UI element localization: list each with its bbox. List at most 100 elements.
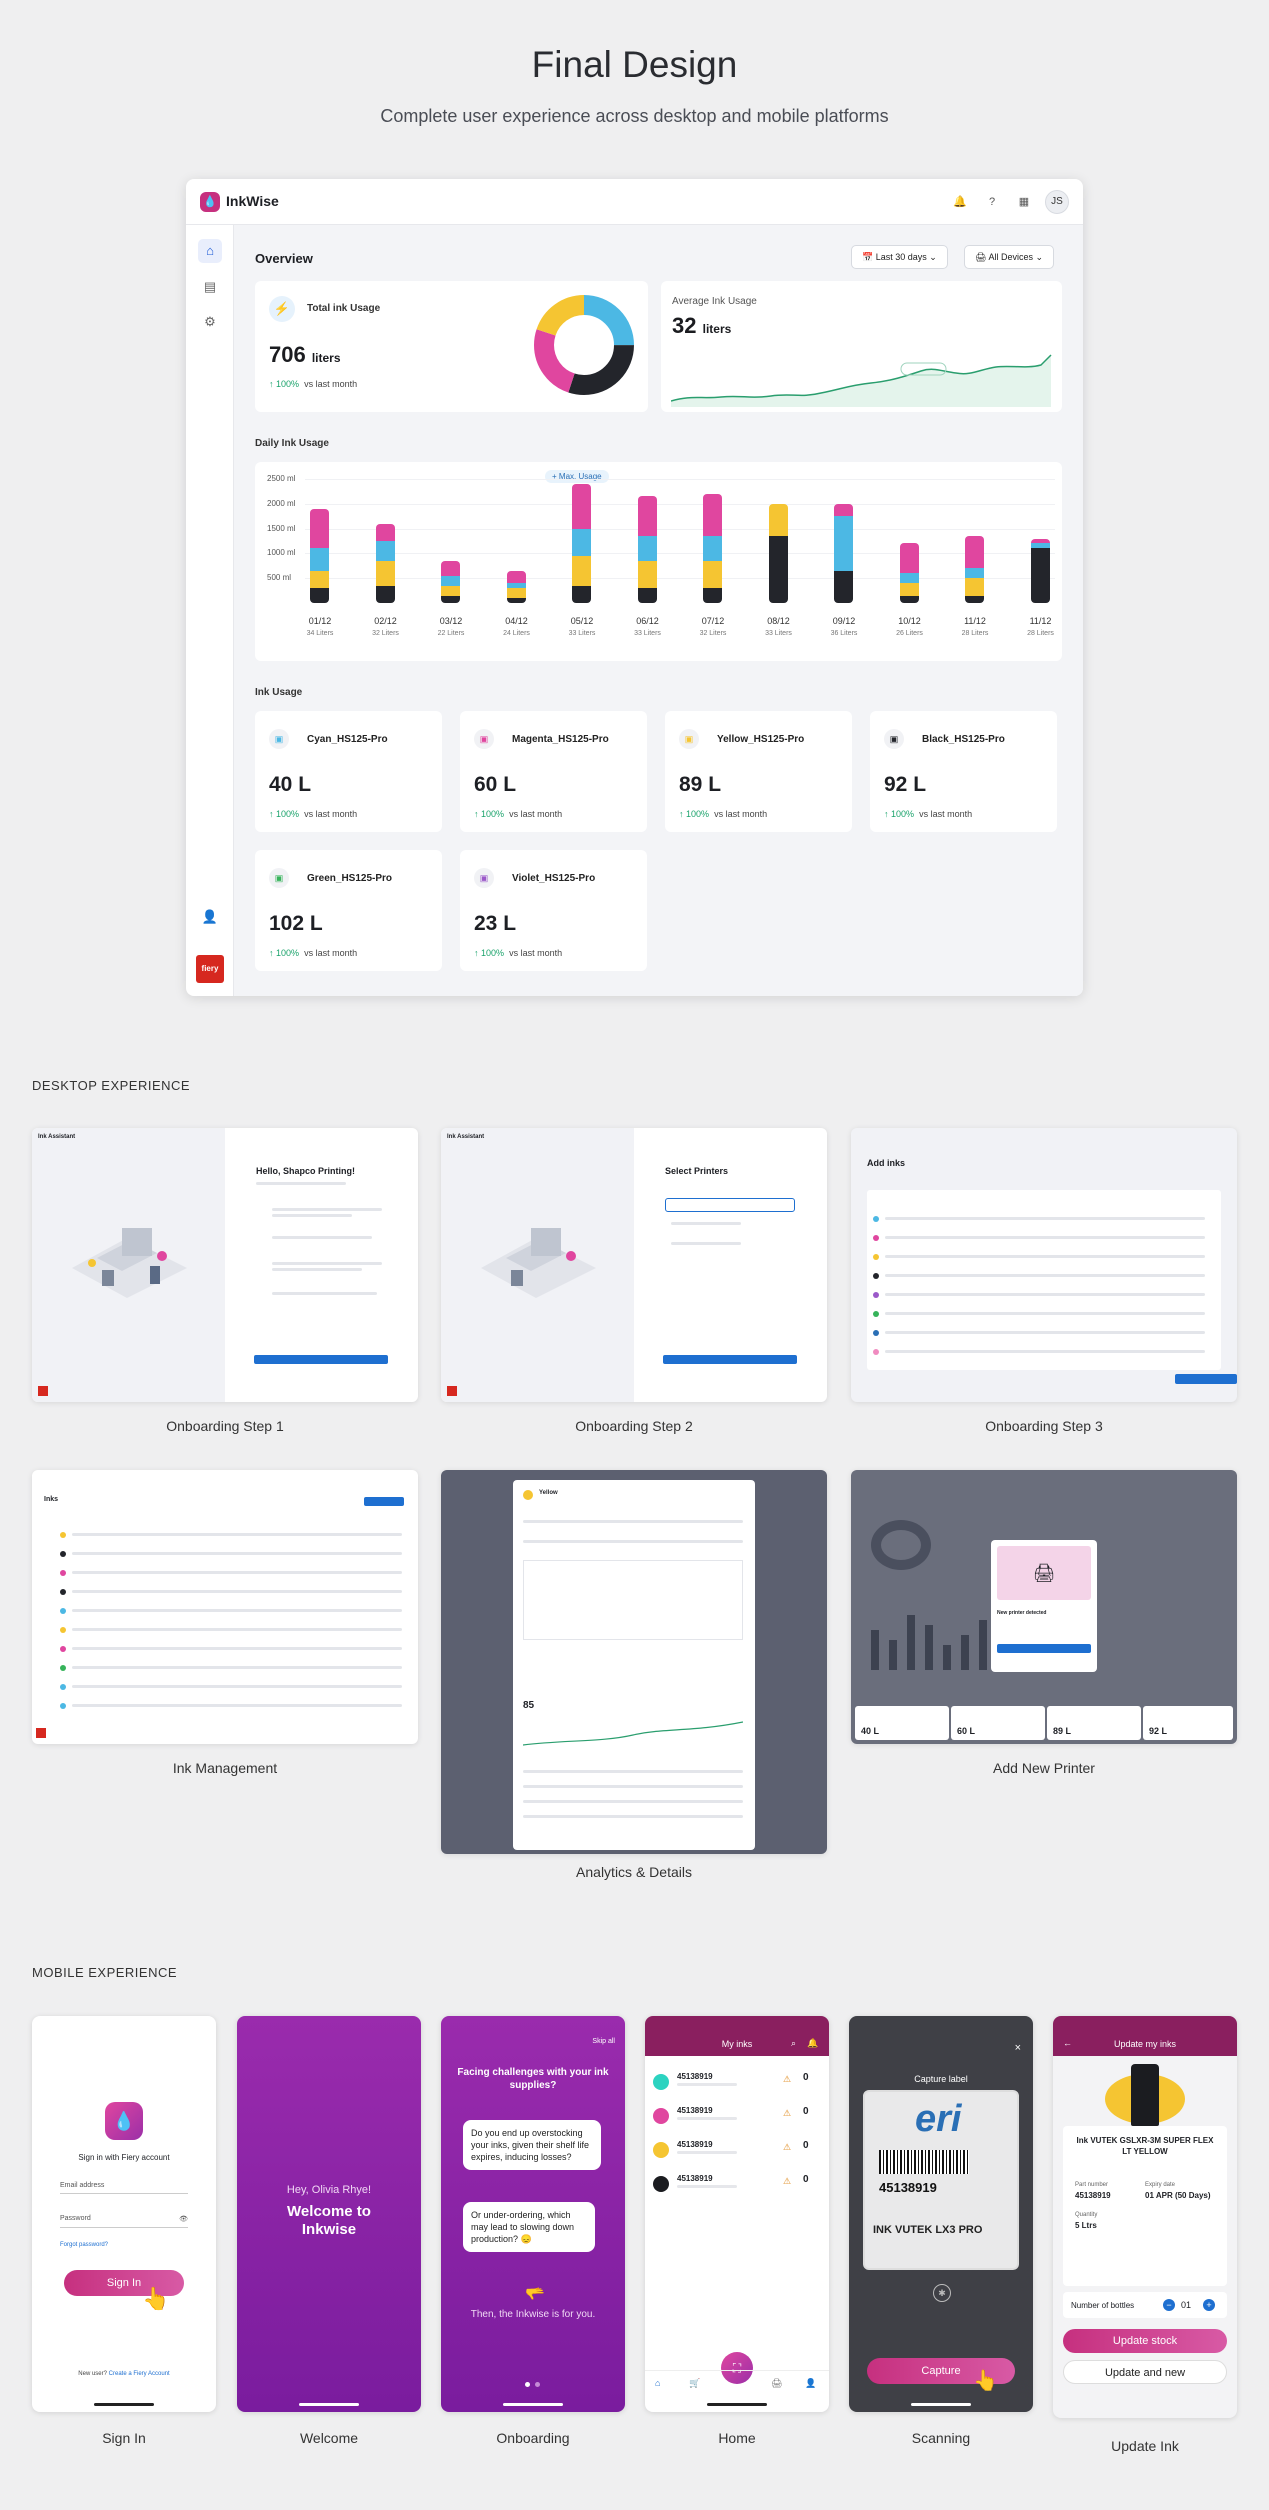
nav-cart-icon[interactable]: 🛒 [689,2378,701,2388]
bar-segment[interactable] [375,541,395,561]
page-dot[interactable] [535,2382,540,2387]
eye-icon[interactable]: 👁 [179,2216,188,2223]
ink-card[interactable]: ▣ Yellow_HS125-Pro 89 L ↑ 100% vs last mont… [665,711,852,832]
bar-segment[interactable] [572,528,591,556]
bar-segment[interactable] [441,595,460,603]
list-item[interactable]: 45138919 ⚠ 0 [653,2100,821,2132]
bar-segment[interactable] [310,508,329,549]
bar-segment[interactable] [899,573,919,584]
bar-segment[interactable] [441,585,460,596]
ink-row[interactable] [885,1255,1205,1258]
bar-segment[interactable] [637,496,657,537]
onboarding-step1-thumb[interactable]: Ink Assistant Hello, Shapco Printing! [32,1128,418,1402]
password-field[interactable]: Password 👁 [60,2215,188,2228]
ink-card[interactable]: ▣ Black_HS125-Pro 92 L ↑ 100% vs last month [870,711,1057,832]
bar-segment[interactable] [637,588,657,603]
skip-all-link[interactable]: Skip all [592,2038,615,2045]
decrement-button[interactable]: − [1163,2299,1175,2311]
bar-segment[interactable] [834,516,853,571]
bar-segment[interactable] [768,503,788,537]
bar-segment[interactable] [310,570,329,589]
bar-segment[interactable] [572,585,591,603]
table-row[interactable] [72,1552,402,1555]
back-arrow-icon[interactable]: ← [1063,2038,1072,2048]
ink-row[interactable] [885,1274,1205,1277]
page-dot-active[interactable] [525,2382,530,2387]
bar-segment[interactable] [375,585,395,603]
table-row[interactable] [72,1590,402,1593]
ink-row[interactable] [885,1217,1205,1220]
bar-segment[interactable] [572,483,591,529]
bar-segment[interactable] [965,536,984,569]
bar-segment[interactable] [1030,543,1050,549]
ink-row[interactable] [885,1293,1205,1296]
ink-card[interactable]: ▣ Cyan_HS125-Pro 40 L ↑ 100% vs last month [255,711,442,832]
bar-segment[interactable] [441,560,460,576]
search-icon[interactable]: ⌕ [791,2038,797,2048]
create-account-link[interactable]: Create a Fiery Account [108,2371,170,2377]
signin-button[interactable]: Sign In [64,2270,184,2296]
list-item[interactable]: 45138919 ⚠ 0 [653,2134,821,2166]
forgot-password-link[interactable]: Forgot password? [60,2242,109,2248]
bar-segment[interactable] [310,548,329,571]
bar-segment[interactable] [506,583,526,589]
date-filter[interactable]: 📅 Last 30 days ⌄ [851,245,948,269]
bell-icon-mobile[interactable]: 🔔 [807,2038,819,2048]
table-row[interactable] [72,1533,402,1536]
scan-ink-button[interactable] [364,1497,404,1506]
table-icon[interactable]: ▤ [203,279,217,294]
devices-filter[interactable]: 🖨 All Devices ⌄ [964,245,1054,269]
flash-icon[interactable]: ✱ [933,2284,951,2302]
bar-segment[interactable] [506,570,526,584]
bar-segment[interactable] [1030,538,1050,544]
begin-setup-button[interactable] [997,1644,1091,1653]
bar-segment[interactable] [310,588,329,603]
table-row[interactable] [72,1666,402,1669]
bar-segment[interactable] [899,583,919,596]
onboarding-step3-thumb[interactable]: Add inks [851,1128,1237,1402]
analytics-thumb[interactable]: Yellow 85 [441,1470,827,1854]
avatar[interactable]: JS [1045,190,1069,214]
nav-home-icon[interactable]: ⌂ [655,2378,661,2388]
bar-segment[interactable] [637,536,657,561]
ink-row[interactable] [885,1312,1205,1315]
close-icon[interactable]: × [1014,2042,1021,2054]
scan-fab-button[interactable]: ⛶ [721,2352,753,2384]
bar-segment[interactable] [572,555,591,586]
bar-segment[interactable] [768,536,788,603]
bar-segment[interactable] [899,595,919,603]
ink-management-thumb[interactable]: Inks [32,1470,418,1744]
ink-row[interactable] [885,1331,1205,1334]
bar-segment[interactable] [965,568,984,579]
gear-icon[interactable]: ⚙ [204,314,216,329]
table-row[interactable] [72,1609,402,1612]
bar-segment[interactable] [506,588,526,599]
table-row[interactable] [72,1628,402,1631]
bar-segment[interactable] [441,575,460,586]
next-button[interactable] [663,1355,797,1364]
ink-card[interactable]: ▣ Green_HS125-Pro 102 L ↑ 100% vs last mont… [255,850,442,971]
list-item[interactable]: 45138919 ⚠ 0 [653,2066,821,2098]
bar-segment[interactable] [834,570,853,603]
nav-printer-icon[interactable]: 🖨 [771,2378,783,2388]
ink-card[interactable]: ▣ Magenta_HS125-Pro 60 L ↑ 100% vs last mon… [460,711,647,832]
help-icon[interactable]: ? [988,196,996,208]
add-printer-thumb[interactable]: 🖨 New printer detected 40 L 60 L 89 L 92… [851,1470,1237,1744]
bar-segment[interactable] [375,560,395,586]
apps-grid-icon[interactable]: ▦ [1018,196,1030,208]
email-field[interactable]: Email address [60,2182,188,2194]
bar-segment[interactable] [834,503,853,517]
bar-segment[interactable] [703,493,722,537]
ink-card[interactable]: ▣ Violet_HS125-Pro 23 L ↑ 100% vs last mont… [460,850,647,971]
increment-button[interactable]: + [1203,2299,1215,2311]
get-started-button[interactable] [254,1355,388,1364]
save-and-continue-button[interactable] [1175,1374,1237,1384]
onboarding-step2-thumb[interactable]: Ink Assistant Select Printers [441,1128,827,1402]
update-stock-button[interactable]: Update stock [1063,2329,1227,2353]
bell-icon[interactable]: 🔔 [953,196,967,208]
bar-segment[interactable] [506,598,526,603]
nav-account-icon[interactable]: 👤 [805,2378,817,2388]
table-row[interactable] [72,1571,402,1574]
bar-segment[interactable] [375,523,395,541]
bar-segment[interactable] [899,543,919,574]
